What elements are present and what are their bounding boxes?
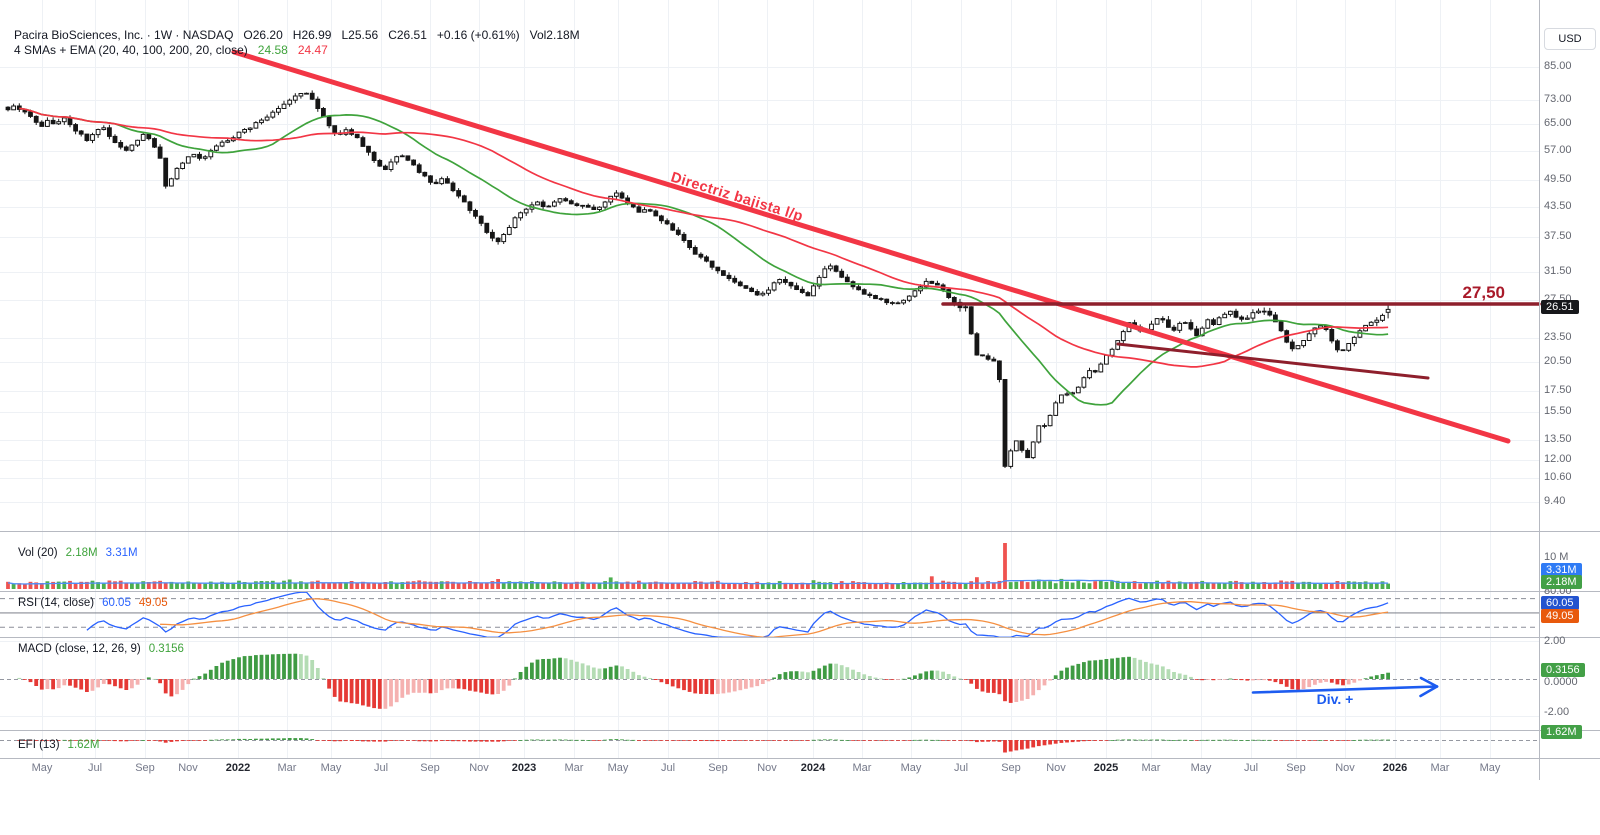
efi-pane-label: EFI (13) 1.62M [18,739,100,751]
time-tick-label: 2025 [1093,762,1119,774]
symbol-title[interactable]: Pacira BioSciences, Inc. · 1W · NASDAQ [14,28,234,42]
divergence-arrow[interactable] [1251,685,1439,694]
volume-ma-value: 3.31M [105,547,138,559]
legend-symbol-row: Pacira BioSciences, Inc. · 1W · NASDAQ O… [14,28,580,42]
volume-pane [6,543,1390,589]
time-tick-label: Nov [1335,762,1355,774]
time-tick-label: Jul [373,762,389,774]
time-tick-label: Sep [420,762,440,774]
price-tick-label: 31.50 [1544,265,1572,277]
directriz-bajista-line[interactable] [231,49,1511,444]
time-tick-label: Nov [469,762,489,774]
time-tick-label: Mar [277,762,297,774]
price-tick-label: 10.60 [1544,471,1572,483]
volume-ma-badge: 3.31M [1541,563,1582,577]
efi-value: 1.62M [67,739,100,751]
pane-tick-label: 0.0000 [1544,676,1578,688]
price-tick-label: 43.50 [1544,200,1572,212]
rsi-pane-label: RSI (14, close) 60.05 49.05 [18,597,168,609]
macd-indicator-title[interactable]: MACD (close, 12, 26, 9) [18,643,141,655]
last-price-badge: 26.51 [1541,300,1579,314]
time-tick-label: May [1190,762,1212,774]
time-tick-label: Sep [1001,762,1021,774]
time-tick-label: Mar [564,762,584,774]
time-tick-label: May [1479,762,1501,774]
rsi-ma-value: 49.05 [138,597,168,609]
time-tick-label: May [607,762,629,774]
time-tick-label: Mar [852,762,872,774]
ohlc-change: +0.16 (+0.61%) [436,28,520,42]
macd-pane [0,653,1539,709]
ohlc-low: L25.56 [341,28,379,42]
time-tick-label: May [900,762,922,774]
time-tick-label: Sep [1286,762,1306,774]
ohlc-open: O26.20 [243,28,283,42]
time-tick-label: Nov [757,762,777,774]
time-tick-label: Jul [953,762,969,774]
legend-indicator-row: 4 SMAs + EMA (20, 40, 100, 200, 20, clos… [14,43,328,57]
time-tick-label: Nov [1046,762,1066,774]
efi-value-badge: 1.62M [1541,725,1582,739]
time-tick-label: Sep [135,762,155,774]
time-tick-label: Jul [1243,762,1259,774]
time-tick-label: 2022 [225,762,251,774]
time-tick-label: 2026 [1382,762,1408,774]
time-tick-label: Mar [1141,762,1161,774]
price-tick-label: 65.00 [1544,117,1572,129]
price-tick-label: 17.50 [1544,384,1572,396]
volume-value: 2.18M [65,547,98,559]
efi-indicator-title[interactable]: EFI (13) [18,739,60,751]
ohlc-high: H26.99 [292,28,332,42]
price-tick-label: 57.00 [1544,144,1572,156]
price-tick-label: 49.50 [1544,173,1572,185]
time-tick-label: Nov [178,762,198,774]
currency-button[interactable]: USD [1544,28,1596,50]
ohlc-volume: Vol2.18M [529,28,580,42]
resistance-price-label[interactable]: 27,50 [1462,283,1505,302]
short-downtrend-line[interactable] [1116,342,1430,380]
price-tick-label: 73.00 [1544,93,1572,105]
volume-indicator-title[interactable]: Vol (20) [18,547,58,559]
price-tick-label: 9.40 [1544,495,1566,507]
time-tick-label: Sep [708,762,728,774]
pane-tick-label: -2.00 [1544,706,1570,718]
macd-pane-label: MACD (close, 12, 26, 9) 0.3156 [18,643,184,655]
time-tick-label: 2023 [511,762,537,774]
divergence-label[interactable]: Div. + [1316,691,1354,707]
chart-canvas[interactable]: Directriz bajista l/p [0,0,1600,785]
rsi-pane [0,591,1539,637]
time-tick-label: May [31,762,53,774]
indicator-title[interactable]: 4 SMAs + EMA (20, 40, 100, 200, 20, clos… [14,43,248,57]
price-tick-label: 13.50 [1544,433,1572,445]
price-tick-label: 85.00 [1544,60,1572,72]
time-tick-label: May [320,762,342,774]
sma-value: 24.58 [257,43,288,57]
price-pane [5,90,1391,469]
price-tick-label: 12.00 [1544,453,1572,465]
time-tick-label: 2024 [800,762,826,774]
time-tick-label: Jul [87,762,103,774]
macd-value: 0.3156 [148,643,184,655]
pane-tick-label: 2.00 [1544,635,1566,647]
price-tick-label: 23.50 [1544,331,1572,343]
time-tick-label: Jul [660,762,676,774]
rsi-value-badge: 60.05 [1541,596,1579,610]
price-tick-label: 37.50 [1544,230,1572,242]
efi-pane [0,738,1539,753]
rsi-value: 60.05 [102,597,131,609]
volume-pane-label: Vol (20) 2.18M 3.31M [18,547,138,559]
price-tick-label: 15.50 [1544,405,1572,417]
trendline-label: Directriz bajista l/p [669,170,805,225]
rsi-ma-badge: 49.05 [1541,609,1579,623]
pane-tick-label: 10 M [1544,551,1569,563]
price-tick-label: 20.50 [1544,355,1572,367]
rsi-indicator-title[interactable]: RSI (14, close) [18,597,95,609]
macd-value-badge: 0.3156 [1541,663,1585,677]
ohlc-close: C26.51 [388,28,427,42]
ema-value: 24.47 [297,43,328,57]
volume-value-badge: 2.18M [1541,575,1582,589]
time-tick-label: Mar [1430,762,1450,774]
